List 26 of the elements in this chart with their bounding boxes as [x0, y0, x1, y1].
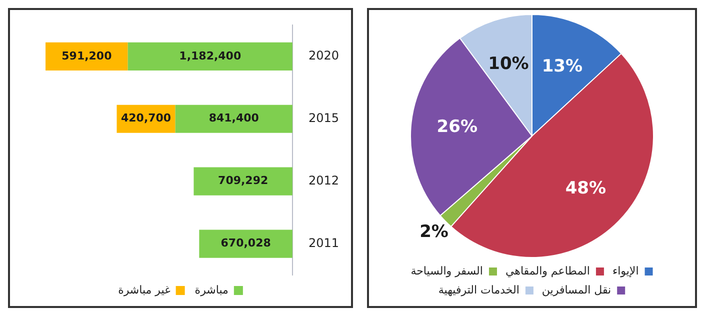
data-label: 13%	[542, 56, 583, 76]
data-label: 10%	[488, 54, 529, 74]
data-label: 1,182,400	[179, 49, 242, 62]
data-label: 841,400	[208, 112, 260, 125]
legend-label: مباشرة	[194, 283, 229, 296]
bar	[194, 167, 292, 196]
y-tick-label: 2015	[308, 111, 340, 125]
data-label: 2%	[420, 222, 448, 242]
y-tick-label: 2020	[308, 48, 340, 63]
bar	[175, 104, 292, 133]
data-label: 48%	[565, 178, 606, 198]
data-label: 709,292	[218, 174, 268, 188]
bar	[128, 42, 292, 70]
legend-label: السفر والسياحة	[410, 264, 483, 278]
y-tick-label: 2012	[308, 173, 340, 188]
legend-label: المطاعم والمقاهي	[505, 264, 590, 278]
legend-label: نقل المسافرين	[542, 283, 612, 296]
bar	[199, 230, 292, 258]
data-label: 670,028	[220, 236, 271, 250]
legend-label: غير مباشرة	[118, 283, 171, 296]
data-label: 591,200	[62, 49, 112, 62]
data-label: 26%	[436, 117, 478, 138]
data-label: 420,700	[120, 112, 172, 125]
y-tick-label: 2011	[308, 236, 340, 250]
legend-label: الخدمات الترفيهية	[438, 283, 520, 296]
legend-label: الإيواء	[612, 264, 639, 278]
